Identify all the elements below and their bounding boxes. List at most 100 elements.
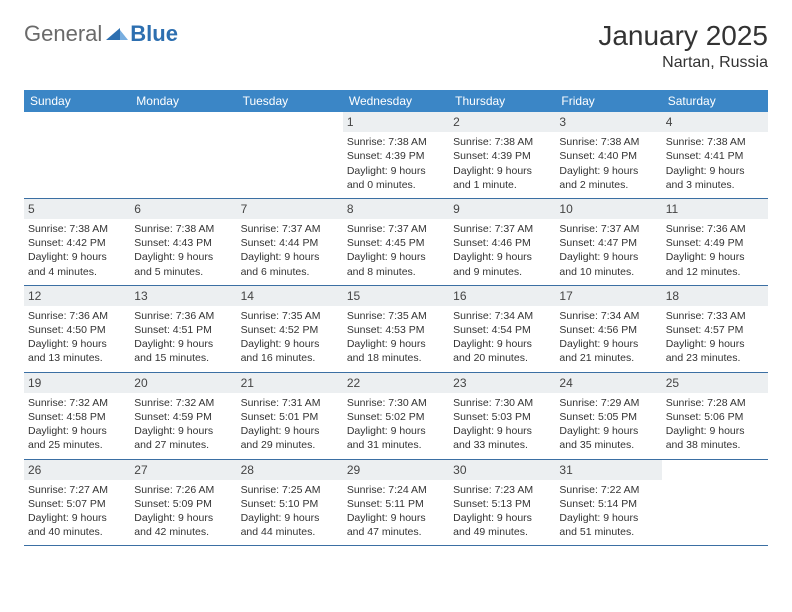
- day-sunrise: Sunrise: 7:38 AM: [453, 135, 551, 149]
- day-sunrise: Sunrise: 7:25 AM: [241, 483, 339, 497]
- calendar: Sunday Monday Tuesday Wednesday Thursday…: [24, 90, 768, 546]
- dow-monday: Monday: [130, 90, 236, 112]
- day-daylight1: Daylight: 9 hours: [134, 337, 232, 351]
- day-sunrise: Sunrise: 7:32 AM: [28, 396, 126, 410]
- day-number: 15: [343, 286, 449, 306]
- day-cell: 14Sunrise: 7:35 AMSunset: 4:52 PMDayligh…: [237, 286, 343, 372]
- day-cell: 19Sunrise: 7:32 AMSunset: 4:58 PMDayligh…: [24, 373, 130, 459]
- day-number: 18: [662, 286, 768, 306]
- day-sunrise: Sunrise: 7:38 AM: [134, 222, 232, 236]
- day-number: 26: [24, 460, 130, 480]
- day-sunrise: Sunrise: 7:27 AM: [28, 483, 126, 497]
- day-daylight1: Daylight: 9 hours: [453, 250, 551, 264]
- days-of-week-row: Sunday Monday Tuesday Wednesday Thursday…: [24, 90, 768, 112]
- day-number: 2: [449, 112, 555, 132]
- day-daylight1: Daylight: 9 hours: [241, 511, 339, 525]
- day-number: 1: [343, 112, 449, 132]
- day-number: 25: [662, 373, 768, 393]
- week-row: 19Sunrise: 7:32 AMSunset: 4:58 PMDayligh…: [24, 373, 768, 460]
- day-sunrise: Sunrise: 7:36 AM: [666, 222, 764, 236]
- logo: General Blue: [24, 20, 178, 48]
- day-sunset: Sunset: 4:59 PM: [134, 410, 232, 424]
- day-cell: 30Sunrise: 7:23 AMSunset: 5:13 PMDayligh…: [449, 460, 555, 546]
- day-daylight2: and 0 minutes.: [347, 178, 445, 192]
- day-number: 24: [555, 373, 661, 393]
- day-number: 4: [662, 112, 768, 132]
- day-sunrise: Sunrise: 7:38 AM: [666, 135, 764, 149]
- day-sunrise: Sunrise: 7:37 AM: [453, 222, 551, 236]
- day-daylight1: Daylight: 9 hours: [559, 511, 657, 525]
- day-sunset: Sunset: 4:41 PM: [666, 149, 764, 163]
- day-sunrise: Sunrise: 7:33 AM: [666, 309, 764, 323]
- day-daylight2: and 10 minutes.: [559, 265, 657, 279]
- day-sunrise: Sunrise: 7:30 AM: [453, 396, 551, 410]
- day-sunset: Sunset: 4:39 PM: [347, 149, 445, 163]
- day-sunset: Sunset: 5:05 PM: [559, 410, 657, 424]
- day-daylight1: Daylight: 9 hours: [28, 424, 126, 438]
- day-number: 6: [130, 199, 236, 219]
- day-daylight2: and 13 minutes.: [28, 351, 126, 365]
- day-cell: [662, 460, 768, 546]
- day-number: 7: [237, 199, 343, 219]
- logo-text-blue: Blue: [130, 21, 178, 47]
- day-number: 20: [130, 373, 236, 393]
- day-sunrise: Sunrise: 7:29 AM: [559, 396, 657, 410]
- day-cell: 23Sunrise: 7:30 AMSunset: 5:03 PMDayligh…: [449, 373, 555, 459]
- day-sunset: Sunset: 5:01 PM: [241, 410, 339, 424]
- day-daylight2: and 1 minute.: [453, 178, 551, 192]
- day-daylight1: Daylight: 9 hours: [666, 164, 764, 178]
- day-cell: 24Sunrise: 7:29 AMSunset: 5:05 PMDayligh…: [555, 373, 661, 459]
- day-number: 16: [449, 286, 555, 306]
- day-sunset: Sunset: 4:51 PM: [134, 323, 232, 337]
- day-sunrise: Sunrise: 7:36 AM: [28, 309, 126, 323]
- day-sunset: Sunset: 4:50 PM: [28, 323, 126, 337]
- day-daylight2: and 29 minutes.: [241, 438, 339, 452]
- title-block: January 2025 Nartan, Russia: [598, 20, 768, 72]
- day-daylight2: and 51 minutes.: [559, 525, 657, 539]
- day-daylight1: Daylight: 9 hours: [134, 511, 232, 525]
- calendar-page: General Blue January 2025 Nartan, Russia…: [0, 0, 792, 566]
- day-sunrise: Sunrise: 7:35 AM: [241, 309, 339, 323]
- day-number: 27: [130, 460, 236, 480]
- day-number: 3: [555, 112, 661, 132]
- day-sunrise: Sunrise: 7:34 AM: [453, 309, 551, 323]
- day-daylight2: and 16 minutes.: [241, 351, 339, 365]
- day-daylight1: Daylight: 9 hours: [559, 250, 657, 264]
- day-cell: 20Sunrise: 7:32 AMSunset: 4:59 PMDayligh…: [130, 373, 236, 459]
- day-cell: 15Sunrise: 7:35 AMSunset: 4:53 PMDayligh…: [343, 286, 449, 372]
- logo-mark-icon: [106, 20, 128, 46]
- day-daylight2: and 12 minutes.: [666, 265, 764, 279]
- month-title: January 2025: [598, 20, 768, 52]
- day-sunrise: Sunrise: 7:23 AM: [453, 483, 551, 497]
- day-sunset: Sunset: 4:39 PM: [453, 149, 551, 163]
- day-sunset: Sunset: 4:54 PM: [453, 323, 551, 337]
- day-sunset: Sunset: 4:46 PM: [453, 236, 551, 250]
- day-number: 21: [237, 373, 343, 393]
- day-number: 23: [449, 373, 555, 393]
- day-daylight2: and 18 minutes.: [347, 351, 445, 365]
- day-cell: 10Sunrise: 7:37 AMSunset: 4:47 PMDayligh…: [555, 199, 661, 285]
- day-cell: 2Sunrise: 7:38 AMSunset: 4:39 PMDaylight…: [449, 112, 555, 198]
- day-sunrise: Sunrise: 7:32 AM: [134, 396, 232, 410]
- day-number: 10: [555, 199, 661, 219]
- day-daylight1: Daylight: 9 hours: [28, 337, 126, 351]
- day-number: 13: [130, 286, 236, 306]
- day-number: 5: [24, 199, 130, 219]
- day-daylight2: and 21 minutes.: [559, 351, 657, 365]
- day-sunset: Sunset: 5:07 PM: [28, 497, 126, 511]
- day-number: 9: [449, 199, 555, 219]
- day-daylight2: and 47 minutes.: [347, 525, 445, 539]
- day-sunrise: Sunrise: 7:38 AM: [559, 135, 657, 149]
- day-number: 31: [555, 460, 661, 480]
- day-number: 19: [24, 373, 130, 393]
- day-sunrise: Sunrise: 7:37 AM: [559, 222, 657, 236]
- day-cell: 6Sunrise: 7:38 AMSunset: 4:43 PMDaylight…: [130, 199, 236, 285]
- day-number: 12: [24, 286, 130, 306]
- day-cell: 3Sunrise: 7:38 AMSunset: 4:40 PMDaylight…: [555, 112, 661, 198]
- day-sunset: Sunset: 5:14 PM: [559, 497, 657, 511]
- dow-thursday: Thursday: [449, 90, 555, 112]
- day-daylight2: and 8 minutes.: [347, 265, 445, 279]
- dow-tuesday: Tuesday: [237, 90, 343, 112]
- day-daylight2: and 3 minutes.: [666, 178, 764, 192]
- day-sunrise: Sunrise: 7:36 AM: [134, 309, 232, 323]
